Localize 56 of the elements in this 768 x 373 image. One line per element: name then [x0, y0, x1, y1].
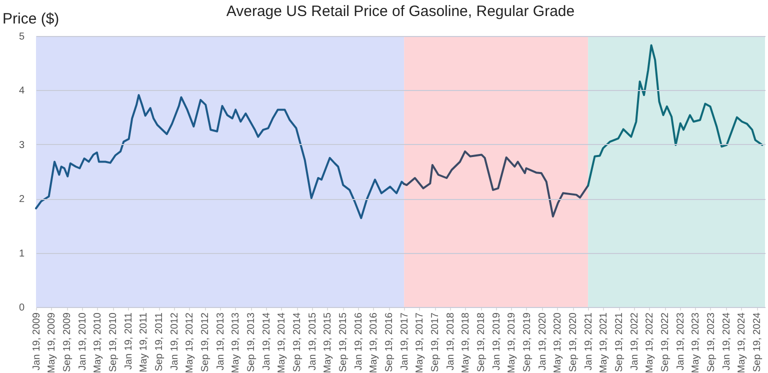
x-tick-label: Sep 19, 2015: [338, 312, 350, 372]
x-tick-label: Sep 19, 2010: [108, 312, 120, 372]
x-tick-label: May 19, 2016: [368, 312, 380, 373]
x-tick-label: Sep 19, 2018: [476, 312, 488, 372]
x-tick-label: May 19, 2010: [92, 312, 104, 373]
x-tick-label: Jan 19, 2019: [491, 312, 502, 370]
x-tick-label: Jan 19, 2010: [77, 312, 88, 370]
x-tick-label: Sep 19, 2016: [384, 312, 396, 372]
x-tick-label: May 19, 2013: [230, 312, 242, 373]
y-tick-label: 2: [18, 194, 25, 206]
x-tick-label: May 19, 2012: [184, 312, 196, 373]
y-tick-label: 5: [18, 32, 25, 42]
x-tick-label: Jan 19, 2021: [583, 312, 594, 370]
y-tick-label: 1: [18, 248, 25, 260]
x-tick-label: Jan 19, 2012: [169, 312, 180, 370]
x-tick-label: May 19, 2017: [414, 312, 426, 373]
x-tick-label: Jan 19, 2009: [32, 312, 42, 370]
x-tick-label: May 19, 2024: [736, 312, 748, 373]
x-tick-label: Sep 19, 2009: [62, 312, 74, 372]
x-tick-label: Jan 19, 2023: [675, 312, 686, 370]
x-tick-label: Sep 19, 2024: [752, 312, 764, 372]
x-tick-label: Sep 19, 2023: [706, 312, 717, 372]
y-tick-label: 0: [18, 302, 25, 314]
x-tick-label: Jan 19, 2014: [261, 312, 272, 370]
x-tick-label: Sep 19, 2022: [660, 312, 672, 372]
x-tick-label: May 19, 2020: [552, 312, 564, 373]
x-tick-label: May 19, 2019: [506, 312, 518, 373]
x-tick-label: Jan 19, 2022: [629, 312, 640, 370]
x-tick-label: Sep 19, 2019: [522, 312, 533, 372]
x-tick-label: Sep 19, 2020: [568, 312, 580, 372]
x-tick-label: May 19, 2023: [690, 312, 702, 373]
x-tick-label: May 19, 2014: [276, 312, 288, 373]
y-axis-title: Price ($): [2, 10, 60, 28]
x-tick-label: Jan 19, 2015: [307, 312, 318, 370]
x-tick-label: May 19, 2022: [644, 312, 656, 373]
x-tick-label: Jan 19, 2011: [123, 312, 134, 370]
x-tick-label: Sep 19, 2012: [200, 312, 212, 372]
x-tick-label: Sep 19, 2021: [614, 312, 626, 372]
x-tick-label: Sep 19, 2014: [292, 312, 304, 372]
x-tick-label: Sep 19, 2013: [246, 312, 258, 372]
x-tick-label: May 19, 2011: [138, 312, 150, 372]
x-tick-label: May 19, 2021: [598, 312, 610, 373]
x-tick-label: May 19, 2018: [460, 312, 472, 373]
x-tick-label: Jan 19, 2013: [215, 312, 226, 370]
x-tick-label: Sep 19, 2011: [154, 312, 166, 372]
x-tick-label: Sep 19, 2017: [430, 312, 442, 372]
x-tick-label: Jan 19, 2016: [353, 312, 364, 370]
x-tick-label: May 19, 2015: [322, 312, 334, 373]
y-tick-label: 4: [18, 86, 25, 97]
x-tick-label: Jan 19, 2020: [537, 312, 548, 370]
x-tick-label: Jan 19, 2017: [399, 312, 410, 370]
x-tick-label: Jan 19, 2024: [721, 312, 732, 370]
x-tick-label: Jan 19, 2018: [445, 312, 456, 370]
y-tick-label: 3: [18, 140, 25, 151]
x-tick-label: May 19, 2009: [46, 312, 58, 373]
chart-title: Average US Retail Price of Gasoline, Regular Grade: [226, 3, 575, 20]
